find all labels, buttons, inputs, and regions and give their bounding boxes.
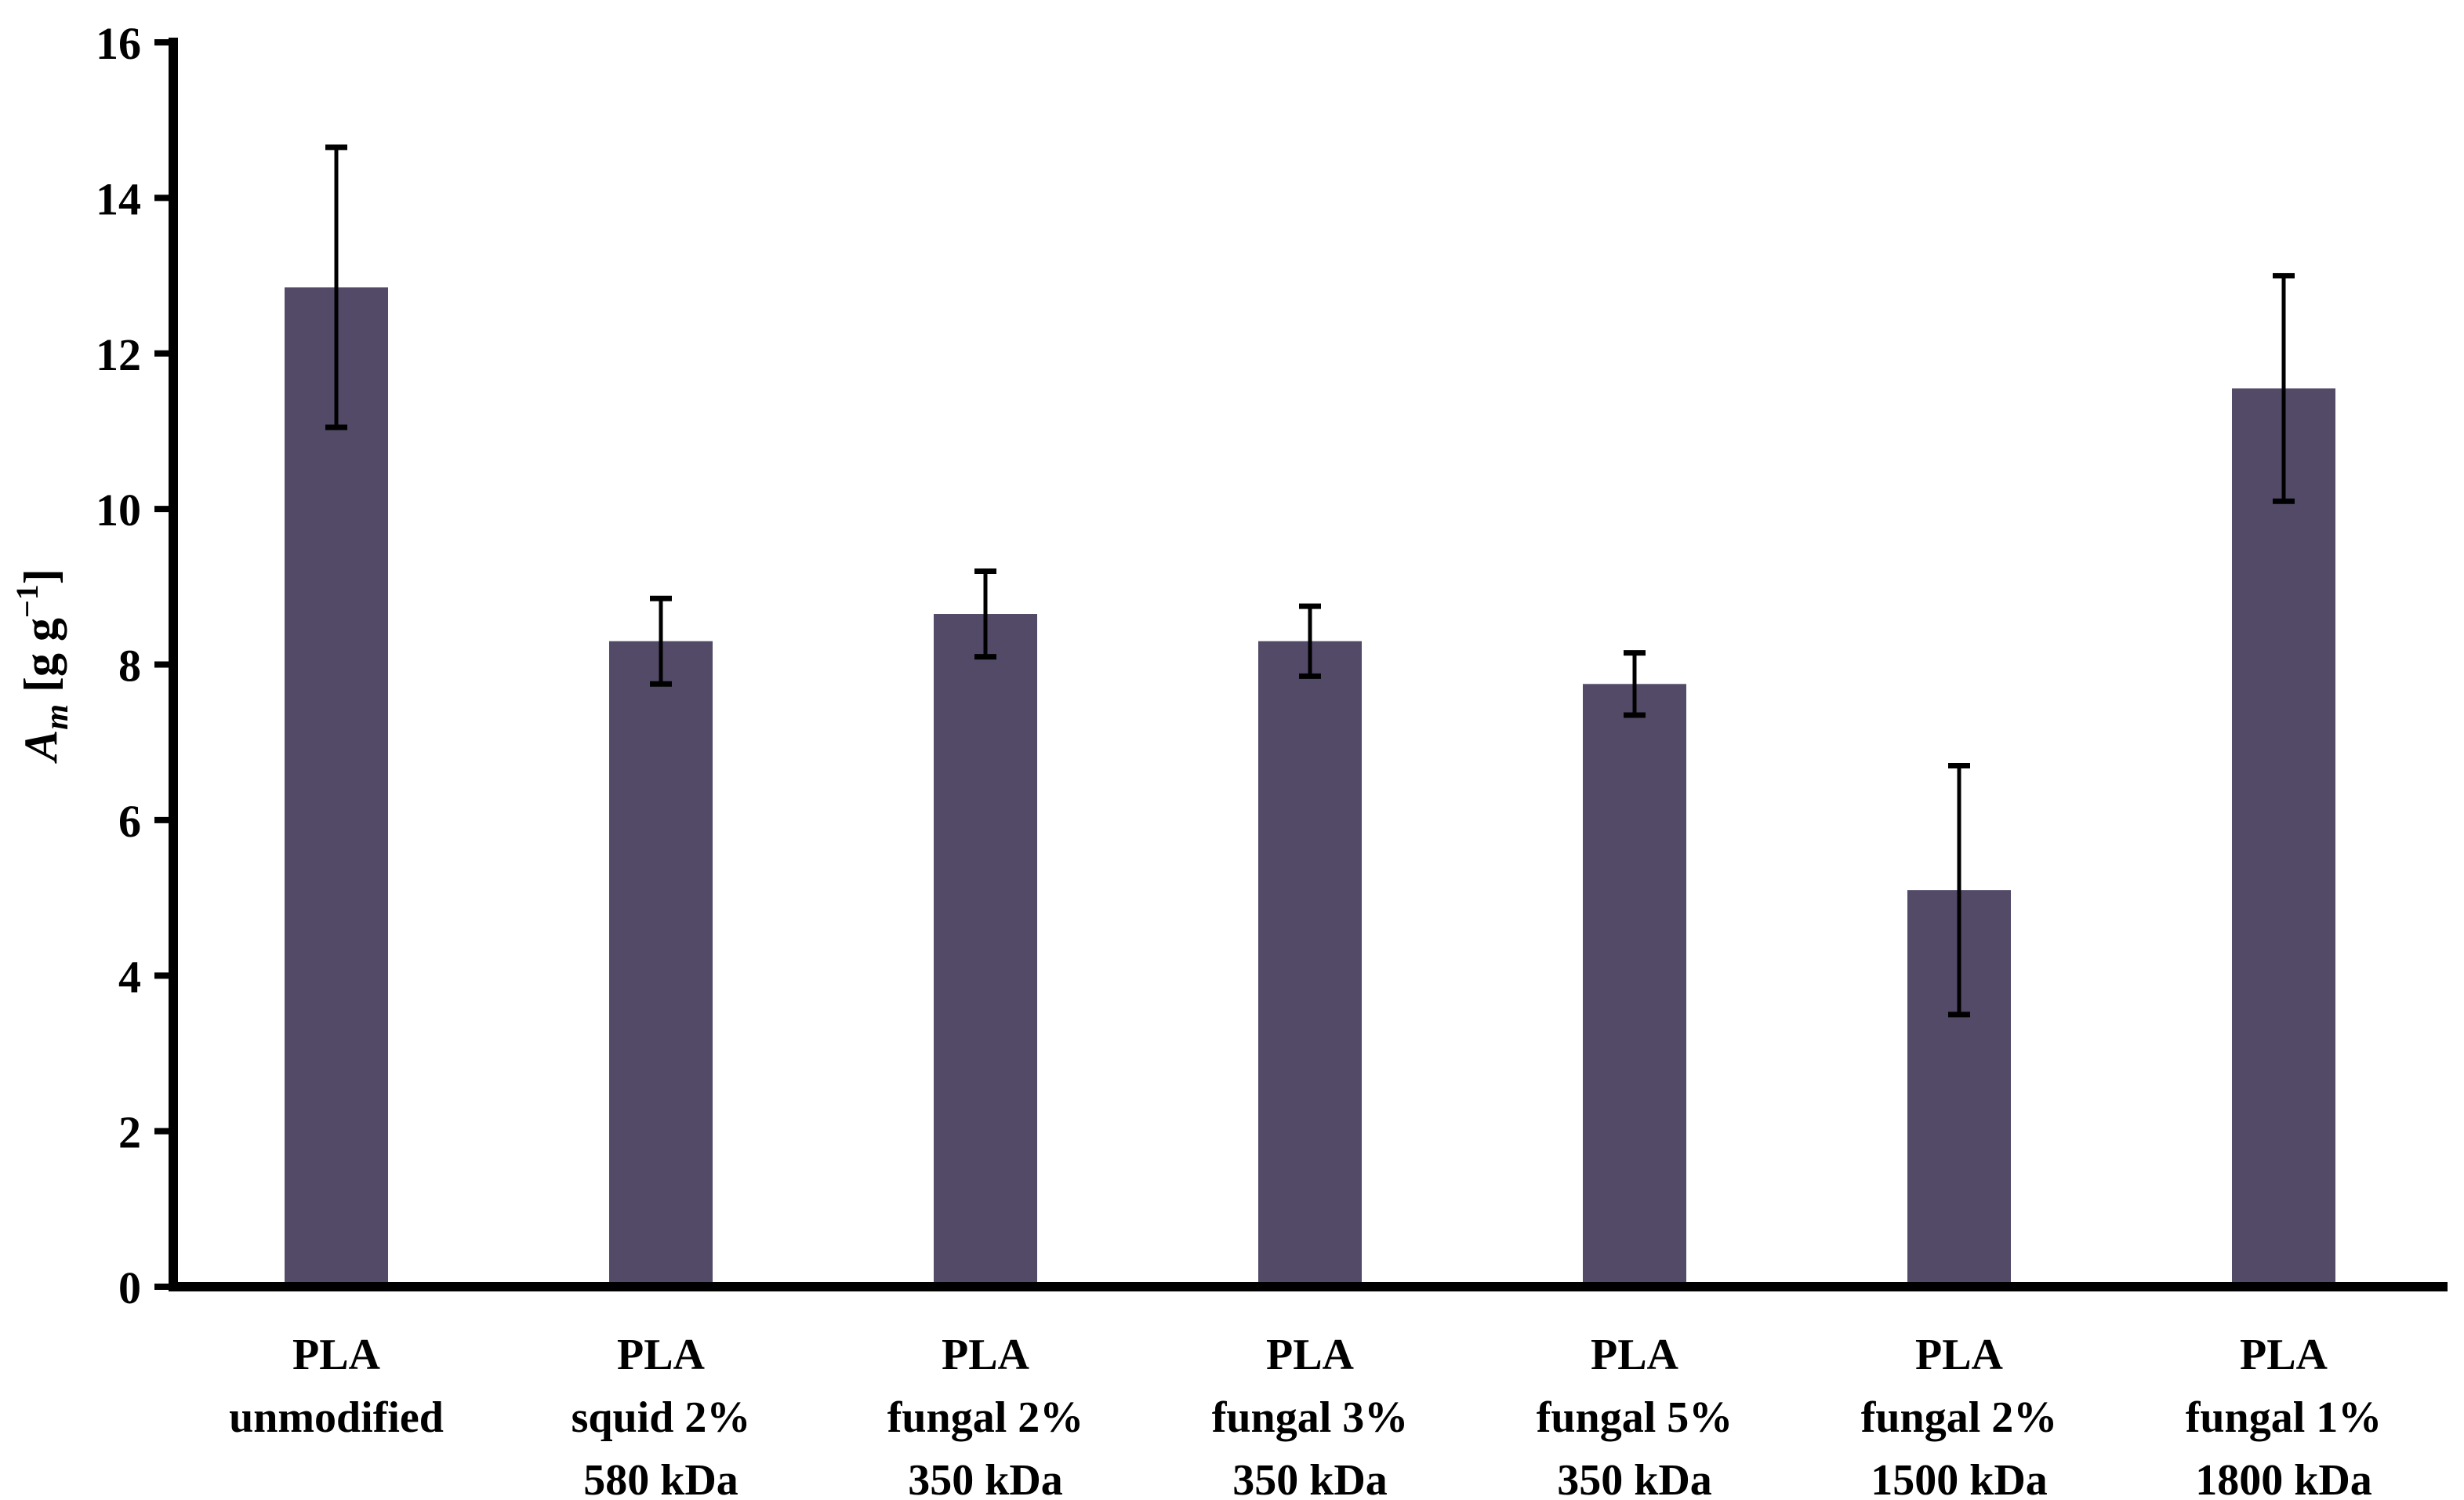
y-tick-label-8: 8: [118, 641, 141, 692]
bar-4: [1258, 641, 1362, 1287]
bar-5: [1583, 684, 1686, 1287]
y-tick-label-2: 2: [118, 1107, 141, 1158]
category-label-7: PLA fungal 1% 1800 kDa: [2186, 1331, 2382, 1500]
y-tick-label-4: 4: [118, 951, 141, 1002]
bar-2: [609, 641, 713, 1287]
y-tick-label-10: 10: [96, 485, 141, 536]
y-axis-label: Am [g g−1]: [9, 568, 75, 764]
y-axis-line: [169, 38, 178, 1291]
y-tick-label-12: 12: [96, 329, 141, 380]
category-label-1: PLA unmodified: [229, 1331, 444, 1442]
y-tick-label-0: 0: [118, 1262, 141, 1313]
category-label-5: PLA fungal 5% 350 kDa: [1537, 1331, 1733, 1500]
category-label-6: PLA fungal 2% 1500 kDa: [1861, 1331, 2058, 1500]
bar-7: [2232, 388, 2335, 1287]
category-label-4: PLA fungal 3% 350 kDa: [1212, 1331, 1409, 1500]
bar-3: [934, 614, 1037, 1287]
y-tick-label-6: 6: [118, 796, 141, 847]
bar-1: [285, 287, 388, 1287]
y-tick-label-14: 14: [96, 173, 141, 224]
y-tick-label-16: 16: [96, 18, 141, 69]
x-axis-line: [169, 1282, 2448, 1291]
category-label-2: PLA squid 2% 580 kDa: [572, 1331, 751, 1500]
category-label-3: PLA fungal 2% 350 kDa: [887, 1331, 1084, 1500]
